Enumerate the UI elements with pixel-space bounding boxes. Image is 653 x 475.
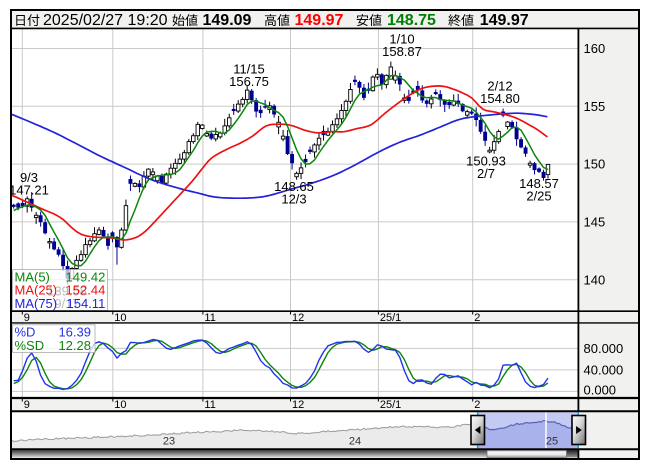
svg-text:11: 11 — [204, 312, 215, 324]
svg-text:12/3: 12/3 — [281, 192, 306, 207]
svg-text:145: 145 — [584, 215, 606, 230]
svg-text:149.97: 149.97 — [295, 12, 344, 29]
svg-text:156.75: 156.75 — [229, 74, 269, 89]
svg-text:9: 9 — [24, 312, 30, 324]
svg-text:148.75: 148.75 — [387, 12, 436, 29]
svg-text:MA(25): MA(25) — [15, 283, 58, 298]
svg-text:150: 150 — [584, 157, 606, 172]
svg-text:149.42: 149.42 — [66, 269, 106, 284]
svg-text:147.21: 147.21 — [9, 183, 49, 198]
svg-text:154.11: 154.11 — [67, 296, 106, 311]
svg-text:2/7: 2/7 — [477, 166, 495, 181]
svg-text:140: 140 — [584, 272, 606, 287]
svg-text:MA(75): MA(75) — [15, 296, 58, 311]
svg-text:2/25: 2/25 — [526, 189, 551, 204]
svg-text:16.39: 16.39 — [58, 325, 91, 340]
svg-text:154.80: 154.80 — [480, 91, 520, 106]
svg-text:148.57: 148.57 — [519, 176, 559, 191]
svg-text:11: 11 — [204, 399, 215, 411]
svg-text:10: 10 — [114, 399, 126, 411]
svg-text:23: 23 — [163, 436, 175, 448]
svg-text:152.44: 152.44 — [66, 283, 106, 298]
svg-text:25/1: 25/1 — [380, 312, 401, 324]
svg-text:160: 160 — [584, 41, 606, 56]
svg-text:11/15: 11/15 — [233, 62, 265, 77]
svg-text:10: 10 — [114, 312, 126, 324]
svg-text:%D: %D — [15, 325, 36, 340]
svg-text:24: 24 — [349, 436, 361, 448]
svg-text:2025/02/27 19:20: 2025/02/27 19:20 — [43, 12, 168, 29]
svg-text:149.97: 149.97 — [480, 12, 529, 29]
svg-text:149.09: 149.09 — [203, 12, 252, 29]
svg-text:%SD: %SD — [15, 338, 45, 353]
svg-text:155: 155 — [584, 99, 606, 114]
svg-text:9/3: 9/3 — [20, 170, 38, 185]
svg-text:12: 12 — [292, 399, 304, 411]
svg-text:148.65: 148.65 — [274, 179, 314, 194]
svg-text:40.000: 40.000 — [584, 362, 624, 377]
svg-text:25/1: 25/1 — [380, 399, 401, 411]
svg-text:1/10: 1/10 — [389, 32, 414, 47]
svg-text:80.000: 80.000 — [584, 341, 624, 356]
svg-text:9: 9 — [24, 399, 30, 411]
svg-text:25: 25 — [546, 436, 558, 448]
svg-text:0.000: 0.000 — [584, 383, 617, 398]
svg-text:2: 2 — [474, 312, 480, 324]
svg-text:12: 12 — [292, 312, 304, 324]
svg-text:MA(5): MA(5) — [15, 269, 50, 284]
svg-text:12.28: 12.28 — [58, 338, 91, 353]
svg-text:2: 2 — [474, 399, 480, 411]
svg-text:158.87: 158.87 — [382, 44, 422, 59]
svg-text:150.93: 150.93 — [466, 154, 506, 169]
svg-text:2/12: 2/12 — [487, 79, 512, 94]
